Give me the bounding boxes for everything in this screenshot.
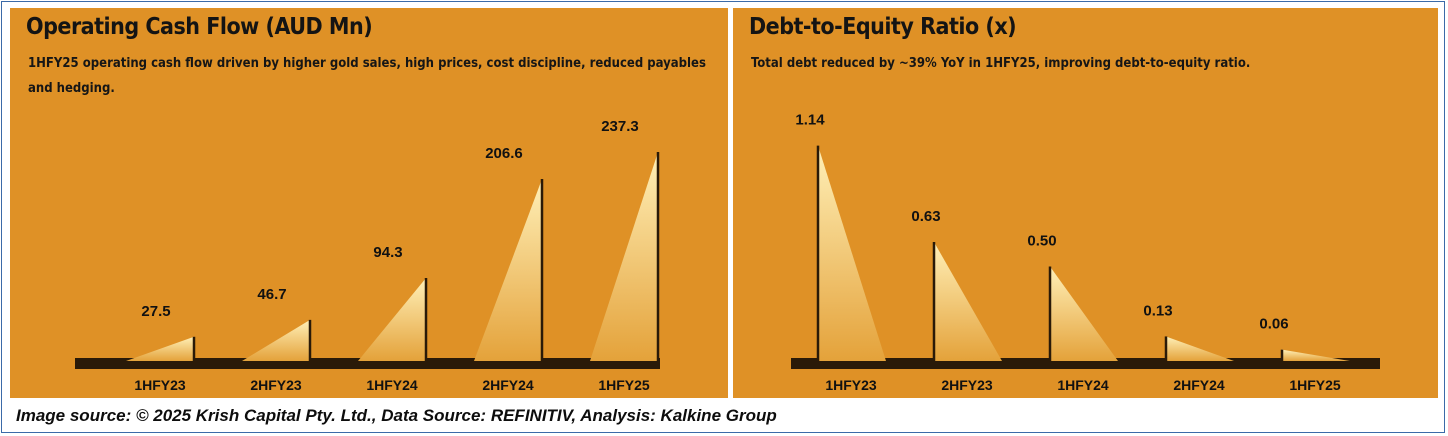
operating-cash-flow-chart: 27.5 1HFY23 46.7 2HFY23 94.3 1HFY24 206.6 2HFY2… (75, 118, 660, 393)
spike-bar-1HFY23 (126, 336, 194, 361)
category-label-1HFY24: 1HFY24 (1057, 377, 1109, 393)
category-label-1HFY25: 1HFY25 (1289, 377, 1341, 393)
value-label-2HFY23: 46.7 (257, 286, 286, 303)
debt-to-equity-chart: 1.14 1HFY23 0.63 2HFY23 0.50 1HFY24 0.13 2HFY24… (791, 112, 1380, 393)
spike-bar-1HFY24 (358, 277, 426, 361)
category-label-1HFY25: 1HFY25 (598, 377, 650, 393)
value-label-1HFY23: 1.14 (795, 112, 825, 129)
value-label-2HFY24: 206.6 (485, 145, 523, 162)
spike-bar-1HFY25 (1282, 349, 1350, 361)
spike-bar-2HFY24 (1166, 336, 1234, 361)
debt-to-equity-panel: Debt-to-Equity Ratio (x) Total debt redu… (733, 8, 1438, 398)
chart-subtitle: 1HFY25 operating cash flow driven by hig… (28, 56, 706, 96)
category-label-2HFY23: 2HFY23 (941, 377, 993, 393)
operating-cash-flow-panel: Operating Cash Flow (AUD Mn) 1HFY25 oper… (10, 8, 728, 398)
category-label-1HFY23: 1HFY23 (134, 377, 186, 393)
value-label-1HFY25: 237.3 (601, 118, 639, 135)
spike-bar-1HFY24 (1050, 266, 1118, 361)
category-label-2HFY24: 2HFY24 (482, 377, 534, 393)
chart-subtitle: Total debt reduced by ~39% YoY in 1HFY25… (751, 56, 1251, 71)
image-source-caption: Image source: © 2025 Krish Capital Pty. … (16, 406, 777, 425)
spike-bar-1HFY23 (818, 145, 886, 361)
value-label-1HFY24: 94.3 (373, 244, 402, 261)
value-label-1HFY23: 27.5 (141, 303, 170, 320)
chart-title: Operating Cash Flow (AUD Mn) (26, 14, 373, 40)
spike-bar-2HFY23 (242, 319, 310, 361)
baseline-bar (791, 358, 1380, 369)
value-label-2HFY23: 0.63 (911, 208, 940, 225)
baseline-bar (75, 358, 660, 369)
category-label-1HFY24: 1HFY24 (366, 377, 418, 393)
category-label-1HFY23: 1HFY23 (825, 377, 877, 393)
value-label-1HFY24: 0.50 (1027, 233, 1056, 250)
value-label-2HFY24: 0.13 (1143, 302, 1172, 319)
spike-bar-2HFY24 (474, 179, 542, 361)
spike-bar-1HFY25 (590, 151, 658, 361)
category-label-2HFY23: 2HFY23 (250, 377, 302, 393)
chart-title: Debt-to-Equity Ratio (x) (749, 14, 1017, 40)
spike-bar-2HFY23 (934, 242, 1002, 361)
value-label-1HFY25: 0.06 (1259, 316, 1288, 333)
category-label-2HFY24: 2HFY24 (1173, 377, 1225, 393)
